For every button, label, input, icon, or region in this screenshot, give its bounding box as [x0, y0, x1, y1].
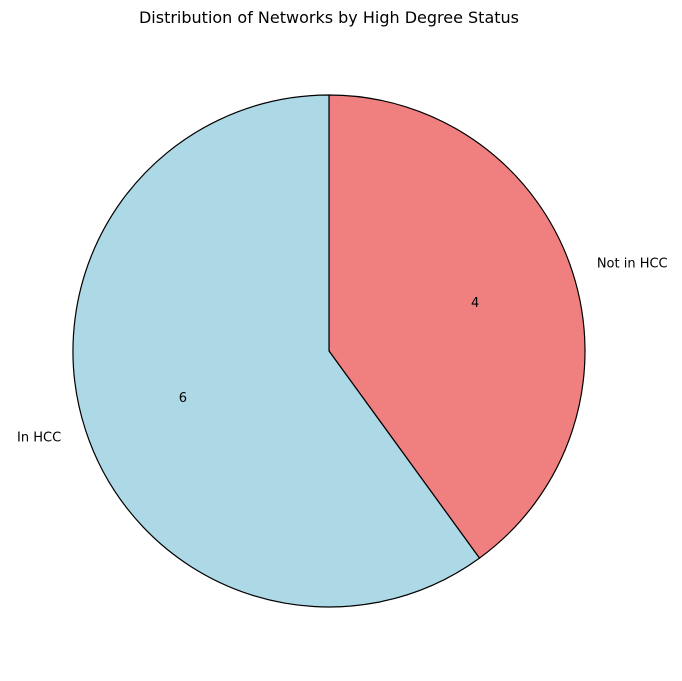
chart-title: Distribution of Networks by High Degree … [139, 8, 519, 27]
pie-slice-in-hcc [72, 94, 481, 608]
pie-slices [72, 94, 586, 608]
pie-labels: Not in HCC 4 In HCC 6 [17, 256, 668, 445]
slice-label-not-in-hcc: Not in HCC [597, 256, 668, 271]
pie-slice-not-in-hcc [328, 94, 586, 559]
slice-label-in-hcc: In HCC [17, 431, 61, 446]
value-label-in-hcc: 6 [179, 391, 187, 406]
value-label-not-in-hcc: 4 [471, 296, 479, 311]
